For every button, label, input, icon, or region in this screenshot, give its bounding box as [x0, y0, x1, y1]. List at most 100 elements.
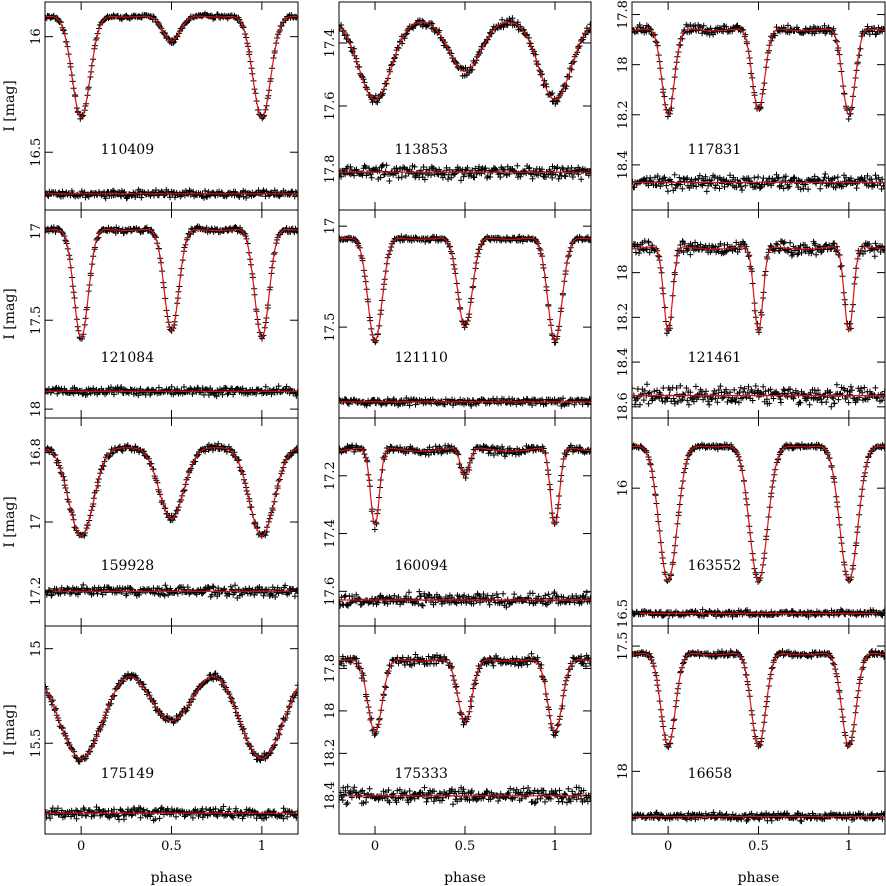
residual-point — [346, 170, 353, 177]
residual-point — [291, 593, 298, 600]
residual-point — [664, 188, 671, 195]
residual-point — [858, 385, 864, 392]
residual-point — [657, 391, 664, 398]
residual-point — [660, 385, 667, 391]
residual-point — [419, 602, 425, 609]
data-point — [780, 240, 787, 247]
residual-point — [664, 395, 671, 402]
residual-point — [189, 391, 196, 397]
residual-point — [561, 172, 568, 179]
residual-point — [737, 384, 744, 391]
residual-point — [547, 168, 553, 175]
residual-point — [586, 598, 591, 605]
residual-point — [814, 176, 821, 182]
residual-point — [468, 402, 475, 409]
residual-point — [671, 400, 678, 407]
residual-point — [545, 591, 552, 598]
residual-point — [792, 387, 799, 394]
residual-point — [175, 585, 182, 592]
residual-point — [677, 178, 684, 185]
residual-point — [555, 175, 562, 182]
residual-point — [651, 174, 658, 181]
residual-point — [766, 400, 773, 407]
residual-point — [560, 395, 566, 402]
residual-point — [362, 164, 369, 170]
residual-point — [120, 189, 126, 196]
residual-point — [872, 384, 879, 391]
residual-point — [661, 174, 668, 181]
y-tick-label: 18.4 — [616, 150, 631, 179]
data-point — [866, 31, 873, 38]
data-point — [499, 16, 506, 23]
residual-point — [64, 191, 71, 198]
y-tick-label: 17 — [29, 223, 44, 240]
data-area — [339, 442, 591, 611]
panel-id-label: 121461 — [688, 350, 741, 366]
data-point — [207, 443, 214, 450]
residual-point — [445, 176, 451, 183]
residual-point — [90, 385, 97, 392]
model-curve — [339, 237, 591, 343]
residual-point — [364, 169, 371, 176]
residual-point — [834, 174, 841, 181]
y-axis-title: I [mag] — [2, 288, 18, 340]
residual-point — [828, 403, 835, 410]
residual-point — [209, 583, 216, 590]
residual-point — [752, 383, 759, 389]
residual-point — [760, 175, 767, 182]
residual-point — [347, 163, 354, 170]
residual-point — [489, 592, 496, 599]
data-point — [847, 325, 854, 332]
residual-point — [683, 385, 690, 391]
residual-point — [84, 391, 91, 398]
residual-point — [875, 174, 882, 181]
data-point — [866, 241, 873, 247]
residual-point — [578, 176, 585, 183]
residual-point — [419, 602, 426, 609]
residual-point — [49, 805, 56, 812]
residual-point — [700, 396, 707, 403]
residual-point — [493, 591, 500, 597]
residual-point — [411, 163, 418, 170]
data-point — [777, 245, 784, 252]
residual-point — [658, 180, 665, 187]
residual-point — [282, 582, 289, 589]
data-point — [426, 444, 433, 451]
residual-point — [373, 164, 380, 171]
residual-point — [879, 176, 885, 183]
residual-point — [503, 604, 510, 611]
residual-point — [420, 164, 427, 170]
data-point — [697, 241, 704, 248]
model-curve — [45, 15, 298, 119]
residual-point — [744, 389, 751, 396]
residual-point — [817, 391, 823, 398]
residual-point — [644, 381, 650, 388]
residual-point — [849, 387, 855, 394]
residual-point — [659, 398, 666, 405]
residual-point — [738, 183, 744, 190]
data-point — [514, 19, 521, 26]
data-point — [772, 32, 779, 39]
residual-point — [535, 593, 542, 600]
data-area — [45, 670, 298, 824]
residual-point — [702, 173, 709, 180]
data-point — [507, 18, 514, 25]
residual-point — [683, 176, 690, 183]
residual-point — [379, 163, 386, 169]
residual-point — [456, 593, 463, 600]
panel-frame — [338, 209, 592, 419]
data-point — [646, 249, 653, 256]
residual-point — [847, 391, 854, 398]
residual-point — [731, 386, 738, 393]
residual-point — [774, 175, 781, 182]
residual-point — [735, 399, 742, 406]
panel-frame — [631, 417, 886, 627]
residual-point — [48, 591, 55, 598]
residual-point — [880, 393, 885, 400]
data-point — [49, 227, 56, 234]
residual-point — [582, 593, 589, 600]
residual-point — [457, 166, 464, 172]
